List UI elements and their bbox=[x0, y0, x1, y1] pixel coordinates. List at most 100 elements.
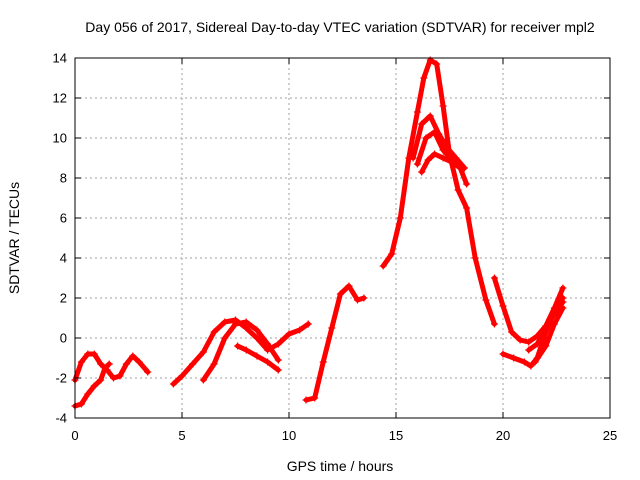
x-tick-label: 25 bbox=[603, 428, 617, 443]
data-point bbox=[264, 358, 272, 366]
series-arc-e bbox=[234, 342, 282, 374]
data-point bbox=[84, 350, 92, 358]
data-point bbox=[516, 336, 524, 344]
x-axis-label: GPS time / hours bbox=[287, 458, 394, 474]
data-point bbox=[242, 346, 250, 354]
series-arc-c bbox=[169, 316, 312, 388]
y-tick-label: 14 bbox=[53, 51, 67, 66]
data-point bbox=[525, 346, 533, 354]
y-axis-label: SDTVAR / TECUs bbox=[6, 182, 22, 294]
data-point bbox=[169, 380, 177, 388]
data-point bbox=[439, 146, 447, 154]
data-point bbox=[424, 156, 432, 164]
data-point bbox=[274, 366, 282, 374]
series-arc-d bbox=[199, 318, 282, 384]
data-point bbox=[90, 350, 98, 358]
data-point bbox=[189, 360, 197, 368]
series-arc-f bbox=[302, 282, 368, 404]
data-point bbox=[199, 348, 207, 356]
data-point bbox=[490, 320, 498, 328]
data-point bbox=[454, 186, 462, 194]
x-tick-label: 0 bbox=[71, 428, 78, 443]
data-point bbox=[353, 296, 361, 304]
data-point bbox=[264, 340, 272, 348]
data-point bbox=[533, 340, 541, 348]
y-tick-label: -2 bbox=[55, 371, 67, 386]
data-point bbox=[77, 358, 85, 366]
chart-title: Day 056 of 2017, Sidereal Day-to-day VTE… bbox=[85, 19, 595, 35]
data-point bbox=[129, 352, 137, 360]
data-point bbox=[345, 282, 353, 290]
data-point bbox=[199, 376, 207, 384]
data-point bbox=[443, 144, 451, 152]
data-point bbox=[542, 324, 550, 332]
data-point bbox=[360, 294, 368, 302]
data-point bbox=[490, 274, 498, 282]
data-point bbox=[253, 334, 261, 342]
series-arc-n bbox=[531, 304, 567, 366]
y-tick-label: 6 bbox=[60, 211, 67, 226]
series-line bbox=[532, 305, 566, 365]
data-point bbox=[550, 310, 558, 318]
data-point bbox=[232, 320, 239, 328]
data-point bbox=[420, 74, 428, 82]
data-point bbox=[274, 356, 282, 364]
series-arc-a bbox=[71, 350, 152, 384]
data-point bbox=[221, 318, 229, 326]
data-point bbox=[178, 372, 186, 380]
data-point bbox=[542, 342, 550, 350]
data-point bbox=[499, 302, 507, 310]
data-point bbox=[285, 330, 293, 338]
data-point bbox=[409, 154, 417, 162]
data-point bbox=[135, 358, 143, 366]
data-point bbox=[304, 320, 312, 328]
y-tick-label: -4 bbox=[55, 411, 67, 426]
data-point bbox=[559, 298, 567, 306]
data-point bbox=[221, 334, 229, 342]
data-point bbox=[328, 324, 336, 332]
y-tick-label: 4 bbox=[60, 251, 67, 266]
data-point bbox=[433, 60, 441, 68]
data-point bbox=[210, 360, 218, 368]
data-point bbox=[463, 180, 471, 188]
data-point bbox=[144, 368, 152, 376]
data-point bbox=[426, 112, 434, 120]
x-tick-label: 10 bbox=[282, 428, 296, 443]
data-point bbox=[439, 102, 447, 110]
data-point bbox=[448, 158, 456, 166]
x-tick-label: 5 bbox=[178, 428, 185, 443]
data-point bbox=[413, 108, 421, 116]
data-point bbox=[422, 134, 430, 142]
series-line bbox=[200, 319, 281, 383]
data-point bbox=[116, 372, 124, 380]
data-point bbox=[274, 340, 282, 348]
data-point bbox=[84, 390, 92, 398]
data-point bbox=[418, 168, 426, 176]
data-point bbox=[319, 358, 327, 366]
y-tick-label: 10 bbox=[53, 131, 67, 146]
y-tick-label: 8 bbox=[60, 171, 67, 186]
data-point bbox=[302, 396, 310, 404]
data-point bbox=[122, 360, 130, 368]
data-point bbox=[242, 318, 250, 326]
data-point bbox=[253, 326, 261, 334]
data-point bbox=[456, 164, 464, 172]
data-point bbox=[311, 394, 319, 402]
data-point bbox=[550, 320, 558, 328]
data-point bbox=[413, 160, 421, 168]
series-line bbox=[303, 283, 367, 403]
data-point bbox=[97, 360, 105, 368]
series-layer bbox=[71, 56, 567, 410]
data-point bbox=[439, 154, 447, 162]
x-tick-label: 20 bbox=[496, 428, 510, 443]
data-point bbox=[531, 358, 539, 366]
x-tick-label: 15 bbox=[389, 428, 403, 443]
data-point bbox=[431, 150, 439, 158]
data-point bbox=[77, 400, 85, 408]
data-point bbox=[296, 326, 304, 334]
data-point bbox=[234, 342, 242, 350]
data-point bbox=[463, 204, 471, 212]
data-point bbox=[101, 364, 109, 372]
plot-frame bbox=[74, 57, 611, 419]
